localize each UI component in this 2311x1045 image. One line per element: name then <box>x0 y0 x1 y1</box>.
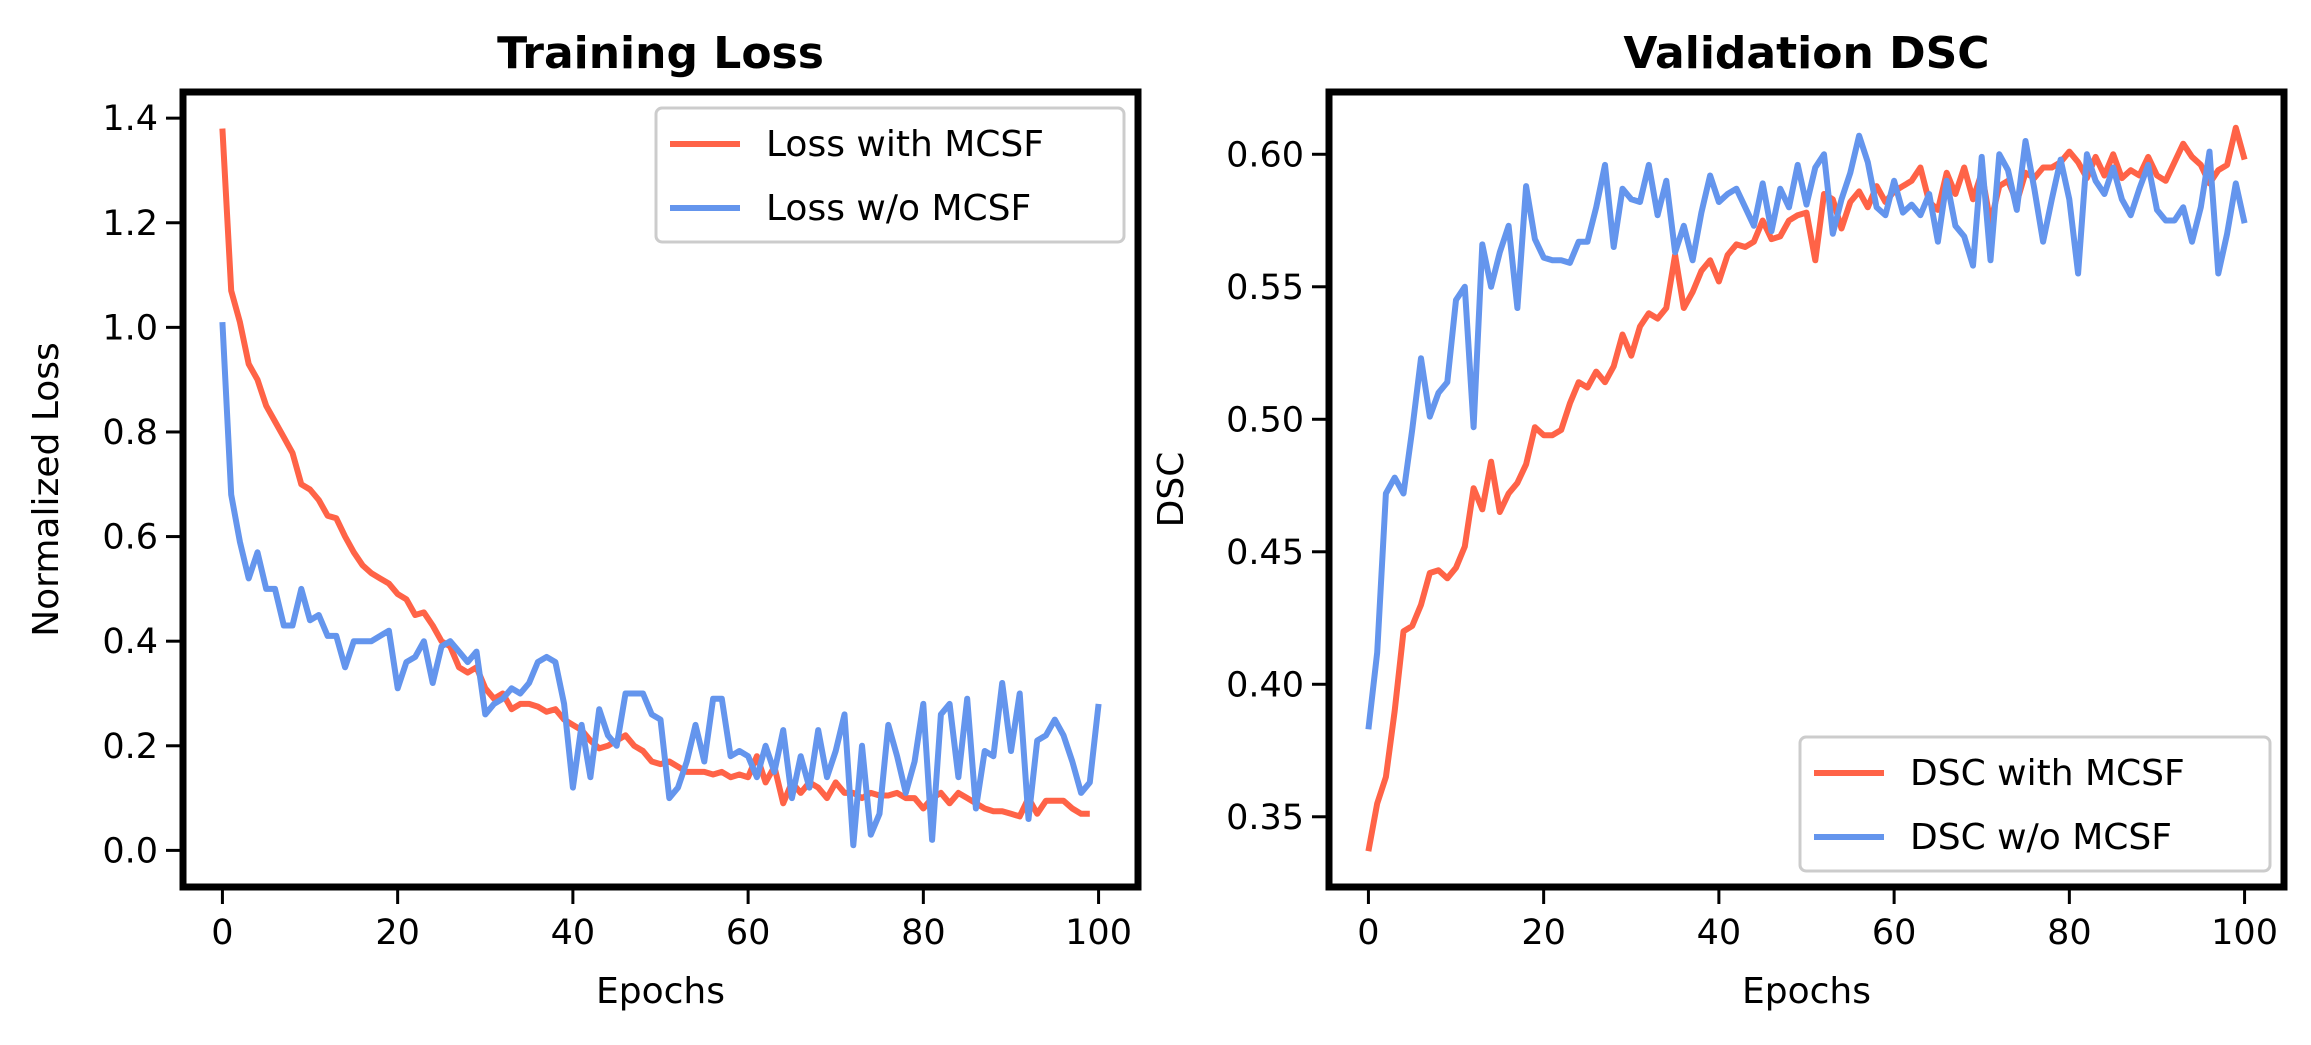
legend-label-1: Loss with MCSF <box>766 124 1044 165</box>
legend-label-2: DSC w/o MCSF <box>1910 817 2172 858</box>
y-axis-label: Normalized Loss <box>26 342 67 637</box>
x-tick-label: 100 <box>2211 913 2278 953</box>
y-tick-label: 1.4 <box>102 99 158 139</box>
chart-panel-2: Validation DSC 0 20 40 60 80 100 0.35 0.40 0.45 0.… <box>1151 28 2288 1012</box>
y-tick-label: 0.40 <box>1226 665 1304 705</box>
x-tick-label: 20 <box>375 913 420 953</box>
y-tick-label: 0.6 <box>102 518 158 558</box>
series-line-1 <box>219 128 1090 820</box>
plot-frame <box>1325 88 2288 891</box>
legend: DSC with MCSF DSC w/o MCSF <box>1798 735 2272 873</box>
x-tick-label: 60 <box>1872 913 1917 953</box>
x-tick-label: 60 <box>726 913 771 953</box>
chart-title: Validation DSC <box>1623 28 1989 79</box>
y-tick-label: 0.4 <box>102 622 158 662</box>
legend-label-1: DSC with MCSF <box>1910 753 2185 794</box>
series-line-2 <box>219 321 1102 849</box>
series-line-2 <box>1365 132 2248 730</box>
x-tick-label: 20 <box>1521 913 1566 953</box>
legend-label-2: Loss w/o MCSF <box>766 188 1031 229</box>
x-tick-label: 40 <box>551 913 596 953</box>
y-tick-label: 1.2 <box>102 204 158 244</box>
x-tick-label: 0 <box>1357 913 1379 953</box>
y-tick-label: 0.35 <box>1226 798 1304 838</box>
y-tick-label: 0.60 <box>1226 135 1304 175</box>
y-tick-label: 0.45 <box>1226 533 1304 573</box>
y-tick-label: 0.50 <box>1226 400 1304 440</box>
x-tick-label: 100 <box>1065 913 1132 953</box>
legend-box <box>1798 735 2272 873</box>
x-tick-label: 80 <box>901 913 946 953</box>
chart-title: Training Loss <box>497 28 824 79</box>
series-lines <box>219 128 1102 849</box>
y-tick-label: 0.8 <box>102 413 158 453</box>
y-tick-label: 0.2 <box>102 727 158 767</box>
legend-box <box>654 106 1126 244</box>
legend: Loss with MCSF Loss w/o MCSF <box>654 106 1126 244</box>
series-line-1 <box>1365 124 2248 852</box>
x-tick-label: 40 <box>1697 913 1742 953</box>
plot-frame <box>179 88 1142 891</box>
y-tick-label: 1.0 <box>102 308 158 348</box>
x-axis-label: Epochs <box>1742 971 1871 1012</box>
y-axis-label: DSC <box>1151 452 1192 528</box>
y-tick-label: 0.0 <box>102 831 158 871</box>
chart-panel-1: Training Loss 0 20 40 60 80 100 0.0 0.2 0.4 0.6 0.8… <box>26 28 1142 1012</box>
y-tick-label: 0.55 <box>1226 268 1304 308</box>
x-axis-label: Epochs <box>596 971 725 1012</box>
series-lines <box>1365 124 2248 852</box>
x-tick-label: 80 <box>2047 913 2092 953</box>
x-tick-label: 0 <box>211 913 233 953</box>
